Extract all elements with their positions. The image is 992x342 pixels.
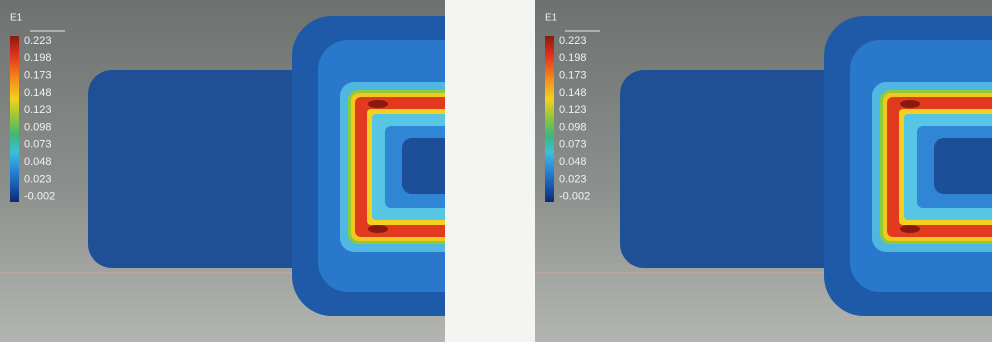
legend-label: 0.073 bbox=[559, 139, 587, 151]
contour-core bbox=[934, 138, 992, 194]
legend-label: 0.198 bbox=[24, 52, 52, 64]
contour-panel: E10.223 0.198 0.173 0.148 0.123 0.098 0.073 0.0… bbox=[535, 0, 992, 342]
legend-title: E1 bbox=[545, 13, 558, 24]
legend-label: 0.223 bbox=[24, 35, 52, 47]
legend-label: 0.048 bbox=[24, 156, 52, 168]
legend-label: 0.173 bbox=[559, 70, 587, 82]
legend-label: 0.173 bbox=[24, 70, 52, 82]
legend-label: 0.148 bbox=[24, 87, 52, 99]
hot-spot bbox=[368, 225, 388, 233]
legend-label: 0.098 bbox=[559, 121, 587, 133]
legend-label: 0.123 bbox=[559, 104, 587, 116]
legend-label: 0.023 bbox=[559, 173, 587, 185]
legend-label: -0.002 bbox=[559, 191, 590, 203]
hot-spot bbox=[900, 100, 920, 108]
color-bar bbox=[545, 36, 554, 202]
legend-label: 0.198 bbox=[559, 52, 587, 64]
legend-label: 0.048 bbox=[559, 156, 587, 168]
legend-label: 0.098 bbox=[24, 121, 52, 133]
legend-label: 0.123 bbox=[24, 104, 52, 116]
hot-spot bbox=[900, 225, 920, 233]
legend-label: 0.073 bbox=[24, 139, 52, 151]
hot-spot bbox=[368, 100, 388, 108]
screenshot: E10.2230.1980.1730.1480.1230.0980.0730.0… bbox=[0, 0, 992, 342]
legend-label: 0.223 bbox=[559, 35, 587, 47]
legend-label: 0.148 bbox=[559, 87, 587, 99]
legend-title: E1 bbox=[10, 13, 23, 24]
legend-label: 0.023 bbox=[24, 173, 52, 185]
color-bar bbox=[10, 36, 19, 202]
page: E10.2230.1980.1730.1480.1230.0980.0730.0… bbox=[0, 0, 992, 342]
legend-label: -0.002 bbox=[24, 191, 55, 203]
contour-panel: E10.2230.1980.1730.1480.1230.0980.0730.0… bbox=[0, 0, 602, 342]
